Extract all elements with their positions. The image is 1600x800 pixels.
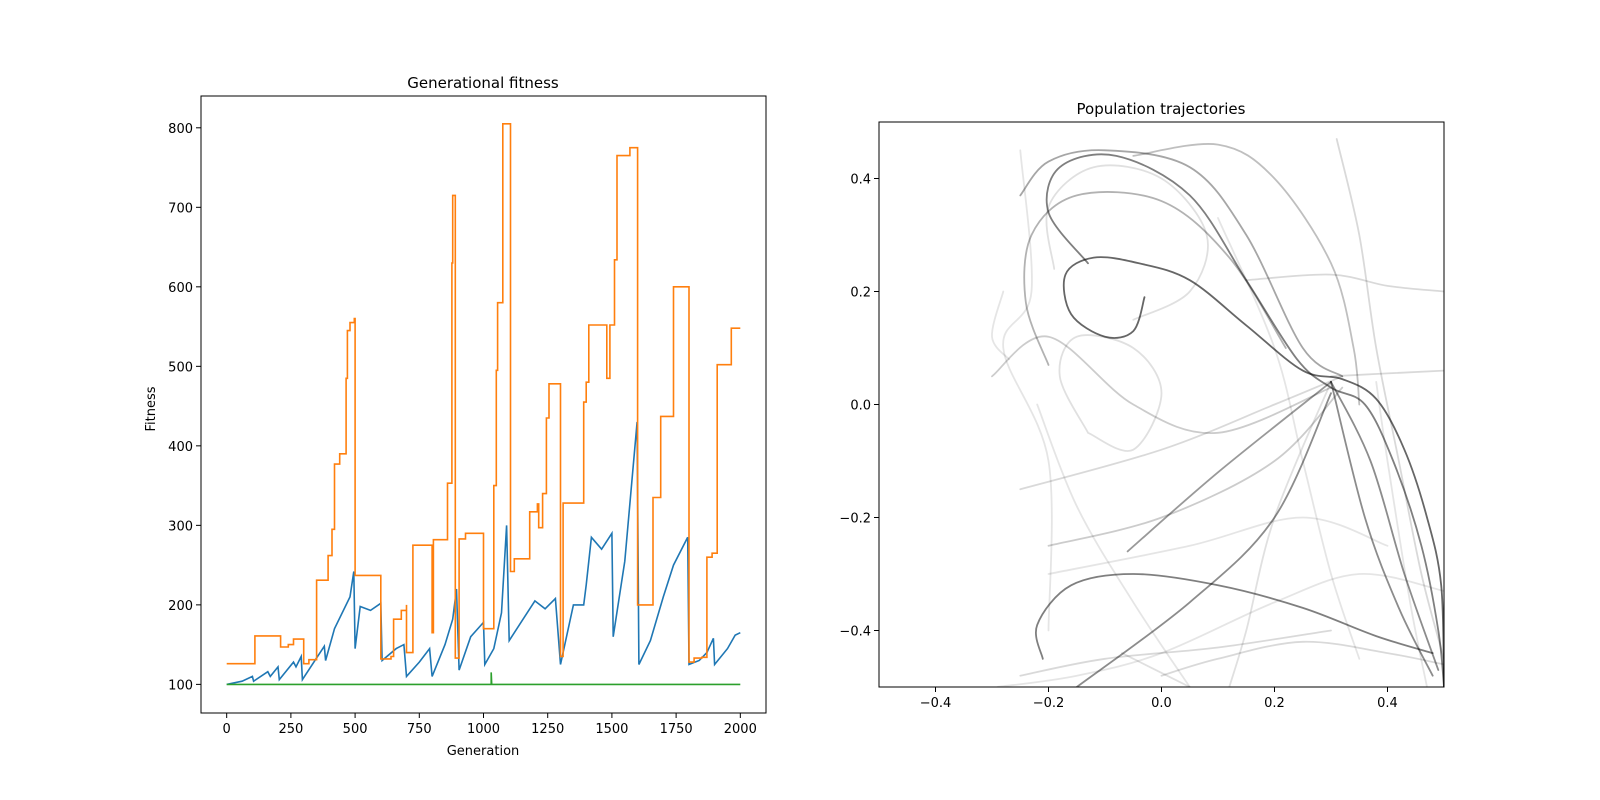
trajectory-path-23 bbox=[1375, 381, 1428, 687]
trajectory-path-11 bbox=[1047, 386, 1344, 547]
trajectory-path-1 bbox=[1045, 153, 1444, 687]
trajectory-path-16 bbox=[1160, 640, 1444, 677]
trajectory-path-6 bbox=[1330, 381, 1434, 677]
y-tick-label: 800 bbox=[168, 122, 193, 137]
trajectory-path-3 bbox=[1075, 392, 1332, 687]
trajectory-path-25 bbox=[1047, 516, 1389, 575]
trajectory-path-14 bbox=[1245, 273, 1444, 293]
x-tick-label: 1750 bbox=[660, 722, 693, 737]
x-tick-label: 1500 bbox=[595, 722, 628, 737]
y-axis-label: Fitness bbox=[144, 386, 159, 431]
y-tick-label: −0.4 bbox=[839, 625, 871, 640]
trajectory-path-0 bbox=[1062, 256, 1444, 687]
trajectory-path-4 bbox=[1126, 381, 1332, 553]
trajectory-path-26 bbox=[1002, 149, 1053, 632]
trajectory-path-7 bbox=[1019, 149, 1344, 378]
trajectory-path-15 bbox=[1335, 138, 1444, 660]
y-tick-label: 700 bbox=[168, 201, 193, 216]
y-tick-label: 400 bbox=[168, 440, 193, 455]
trajectory-path-13 bbox=[1330, 369, 1444, 378]
trajectory-path-17 bbox=[1019, 629, 1332, 677]
y-tick-label: 0.0 bbox=[850, 399, 871, 414]
trajectory-path-22 bbox=[1036, 403, 1191, 687]
x-tick-label: 0.0 bbox=[1151, 696, 1172, 711]
y-tick-label: 500 bbox=[168, 360, 193, 375]
x-tick-label: 2000 bbox=[724, 722, 757, 737]
x-tick-label: 0.4 bbox=[1377, 696, 1398, 711]
generational-fitness-chart: Generational fitness Generation Fitness … bbox=[144, 74, 767, 759]
trajectory-path-27 bbox=[991, 290, 1010, 361]
plot-frame bbox=[200, 95, 767, 714]
x-tick-label: 250 bbox=[278, 722, 303, 737]
x-tick-label: 0.2 bbox=[1264, 696, 1285, 711]
x-tick-label: 750 bbox=[407, 722, 432, 737]
y-tick-label: 300 bbox=[168, 519, 193, 534]
y-tick-label: 200 bbox=[168, 599, 193, 614]
trajectory-path-5 bbox=[1330, 381, 1440, 671]
trajectory-path-28 bbox=[1217, 217, 1361, 660]
trajectory-path-8 bbox=[1023, 191, 1287, 366]
trajectory-path-21 bbox=[1228, 381, 1332, 687]
trajectory-path-2 bbox=[1035, 573, 1434, 660]
trajectory-path-10 bbox=[991, 335, 1332, 435]
chart-title: Population trajectories bbox=[1077, 100, 1246, 118]
trajectory-path-12 bbox=[1019, 375, 1344, 491]
x-tick-label: −0.2 bbox=[1033, 696, 1065, 711]
x-tick-label: 500 bbox=[343, 722, 368, 737]
x-tick-label: 1000 bbox=[467, 722, 500, 737]
y-tick-label: 0.4 bbox=[850, 173, 871, 188]
series-line-1 bbox=[226, 123, 741, 665]
plot-frame bbox=[878, 121, 1445, 688]
trajectory-path-24 bbox=[996, 573, 1444, 687]
chart-title: Generational fitness bbox=[407, 74, 559, 92]
population-trajectories-chart: Population trajectories −0.4 −0.2 0.0 0.2 0.… bbox=[839, 100, 1445, 711]
y-tick-label: 600 bbox=[168, 281, 193, 296]
x-tick-label: 1250 bbox=[531, 722, 564, 737]
trajectory-path-20 bbox=[1121, 652, 1191, 687]
y-tick-label: 0.2 bbox=[850, 286, 871, 301]
y-tick-label: 100 bbox=[168, 678, 193, 693]
trajectory-path-18 bbox=[1058, 334, 1163, 452]
x-tick-label: 0 bbox=[223, 722, 231, 737]
x-tick-label: −0.4 bbox=[920, 696, 952, 711]
trajectory-path-19 bbox=[1045, 164, 1209, 321]
x-axis-label: Generation bbox=[447, 744, 520, 759]
y-tick-label: −0.2 bbox=[839, 512, 871, 527]
trajectory-path-9 bbox=[1132, 143, 1361, 406]
series-line-2 bbox=[226, 672, 741, 686]
